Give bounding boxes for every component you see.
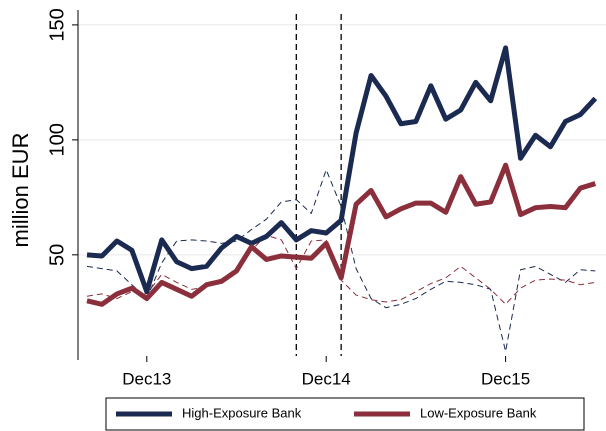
reference-series-line [86,169,596,352]
x-tick-label: Dec15 [481,369,530,388]
legend-label: High-Exposure Bank [182,405,302,420]
x-tick-label: Dec14 [302,369,351,388]
x-tick-label: Dec13 [122,369,171,388]
legend-label: Low-Exposure Bank [420,405,537,420]
y-tick-label: 150 [46,8,68,41]
legend-box [105,397,585,431]
y-tick-label: 100 [46,123,68,156]
series-line [86,162,597,307]
y-tick-label: 50 [46,244,68,266]
y-axis-label: million EUR [8,133,33,248]
series-line [86,45,598,295]
